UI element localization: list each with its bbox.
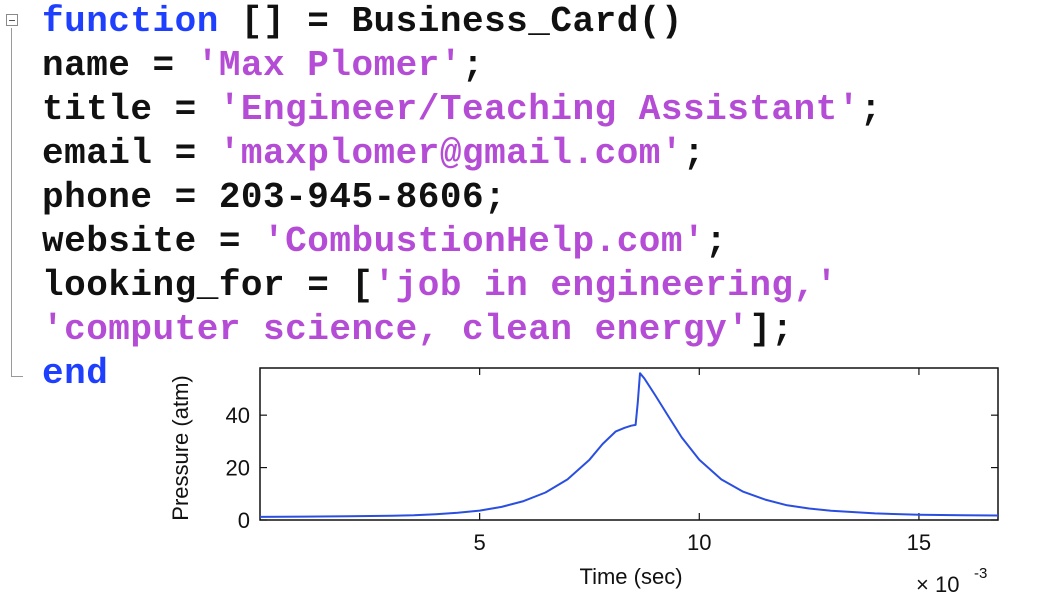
plot-svg: 5 10 15 0 20 40 Time (sec) Pressure (atm) × 10 -3 bbox=[168, 367, 999, 597]
fold-guide-end bbox=[11, 376, 23, 377]
code-token: phone = 203-945-8606; bbox=[42, 177, 507, 218]
code-line-4[interactable]: email = 'maxplomer@gmail.com'; bbox=[42, 132, 705, 176]
y-tick-label: 40 bbox=[226, 403, 250, 428]
code-token: 'job in engineering,' bbox=[373, 265, 838, 306]
x-multiplier-exponent: -3 bbox=[974, 565, 987, 582]
y-axis-label: Pressure (atm) bbox=[168, 375, 193, 520]
code-token: ; bbox=[705, 221, 728, 262]
code-line-5[interactable]: phone = 203-945-8606; bbox=[42, 176, 506, 220]
y-tick-label: 20 bbox=[226, 456, 250, 481]
code-token: name = bbox=[42, 45, 197, 86]
code-line-6[interactable]: website = 'CombustionHelp.com'; bbox=[42, 220, 727, 264]
code-token: 'CombustionHelp.com' bbox=[263, 221, 706, 262]
code-token: 'maxplomer@gmail.com' bbox=[218, 133, 684, 174]
code-line-7[interactable]: looking_for = ['job in engineering,' bbox=[42, 264, 838, 308]
code-token: 'computer science, clean energy' bbox=[42, 309, 750, 350]
code-line-3[interactable]: title = 'Engineer/Teaching Assistant'; bbox=[42, 88, 882, 132]
code-line-2[interactable]: name = 'Max Plomer'; bbox=[42, 44, 484, 88]
x-tick-label: 5 bbox=[474, 530, 486, 555]
code-line-8[interactable]: 'computer science, clean energy']; bbox=[42, 308, 794, 352]
code-line-1[interactable]: function [] = Business_Card() bbox=[42, 0, 683, 44]
code-token: email = bbox=[42, 133, 219, 174]
code-token: ; bbox=[461, 45, 485, 86]
fold-toggle-icon[interactable] bbox=[6, 14, 18, 26]
plot-frame bbox=[259, 367, 999, 521]
x-axis-label: Time (sec) bbox=[579, 564, 682, 589]
code-token: website = bbox=[42, 221, 264, 262]
code-editor[interactable]: function [] = Business_Card() name = 'Max… bbox=[0, 0, 1050, 400]
pressure-plot: 5 10 15 0 20 40 Time (sec) Pressure (atm) × 10 -3 bbox=[150, 352, 1050, 600]
code-token: 'Max Plomer' bbox=[196, 45, 462, 86]
code-token: ; bbox=[683, 133, 706, 174]
code-token: [] = Business_Card() bbox=[218, 1, 684, 42]
code-token: ; bbox=[859, 89, 882, 130]
pressure-series-line bbox=[259, 372, 999, 518]
x-tick-label: 15 bbox=[907, 530, 931, 555]
code-token: looking_for = [ bbox=[42, 265, 374, 306]
x-tick-label: 10 bbox=[687, 530, 711, 555]
code-token: ]; bbox=[749, 309, 794, 350]
y-tick-label: 0 bbox=[238, 508, 250, 533]
fold-guide-line bbox=[11, 28, 12, 376]
code-token: function bbox=[42, 1, 219, 42]
code-token: title = bbox=[42, 89, 219, 130]
code-line-9[interactable]: end bbox=[42, 352, 108, 396]
x-multiplier-label: × 10 bbox=[916, 572, 959, 597]
code-token: end bbox=[42, 353, 109, 394]
code-token: 'Engineer/Teaching Assistant' bbox=[218, 89, 860, 130]
